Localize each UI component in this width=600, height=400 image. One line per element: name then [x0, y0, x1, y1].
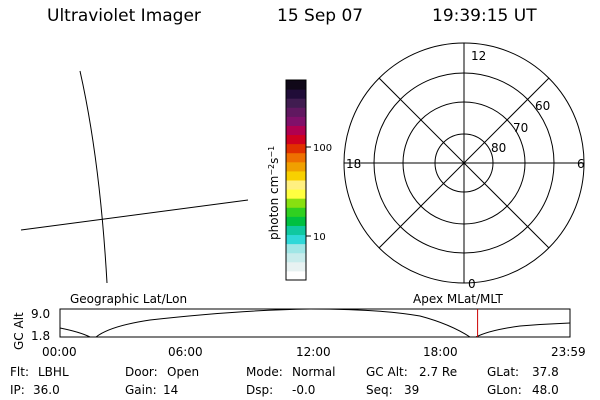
- colorbar-swatch: [286, 170, 306, 181]
- seq-label: Seq:: [366, 383, 393, 397]
- glat-label: GLat:: [487, 365, 520, 379]
- polar-diagonal-2: [378, 77, 550, 249]
- seq-value: 39: [404, 383, 420, 397]
- ip-value: 36.0: [33, 383, 60, 397]
- colorbar-frame: [285, 79, 307, 281]
- mlt-label-12: 12: [471, 49, 486, 63]
- mlt-label-0: 0: [468, 277, 476, 291]
- x-tick-label-1800: 18:00: [423, 345, 458, 359]
- latitude-line: [20, 199, 249, 231]
- date-label: 15 Sep 07: [277, 6, 364, 26]
- colorbar-swatch: [286, 216, 306, 226]
- door-label: Door:: [125, 365, 158, 379]
- colorbar-swatch: [286, 107, 306, 117]
- y-tick-label-1-8: 1.8: [31, 329, 50, 343]
- flt-value: LBHL: [38, 365, 69, 379]
- mode-value: Normal: [292, 365, 336, 379]
- colorbar-swatch: [286, 198, 306, 208]
- geographic-lat-lon-label: Geographic Lat/Lon: [70, 292, 188, 306]
- colorbar-swatch: [286, 207, 306, 217]
- gc-alt-label: GC Alt:: [366, 365, 408, 379]
- gc-alt-value: 2.7 Re: [419, 365, 458, 379]
- colorbar-swatch: [286, 80, 306, 90]
- lat-label-80: 80: [491, 141, 506, 155]
- mlt-label-18: 18: [346, 157, 361, 171]
- y-tick-label-9: 9.0: [31, 307, 50, 321]
- colorbar-swatch: [286, 98, 306, 108]
- colorbar-swatch: [286, 270, 306, 281]
- x-tick-label-0600: 06:00: [168, 345, 203, 359]
- colorbar-swatch: [286, 225, 306, 236]
- glon-label: GLon:: [487, 383, 522, 397]
- colorbar-tick-label-100: 100: [313, 143, 332, 154]
- colorbar-swatch: [286, 252, 306, 263]
- lat-label-70: 70: [513, 121, 528, 135]
- colorbar-swatch: [286, 234, 306, 245]
- colorbar-swatch: [286, 134, 306, 145]
- colorbar-swatch: [286, 143, 306, 154]
- gain-value: 14: [163, 383, 179, 397]
- flt-label: Flt:: [10, 365, 29, 379]
- colorbar-swatch: [286, 125, 306, 136]
- dsp-value: -0.0: [292, 383, 316, 397]
- colorbar-swatch: [286, 116, 306, 126]
- mlt-label-6: 6: [577, 157, 585, 171]
- mode-label: Mode:: [246, 365, 283, 379]
- colorbar-tick-label-10: 10: [313, 232, 326, 243]
- apex-mlat-mlt-label: Apex MLat/MLT: [413, 292, 503, 306]
- altitude-plot-frame: [59, 308, 571, 338]
- glat-value: 37.8: [532, 365, 559, 379]
- gain-label: Gain:: [125, 383, 157, 397]
- instrument-title: Ultraviolet Imager: [47, 6, 201, 26]
- longitude-line: [79, 70, 108, 284]
- door-value: Open: [167, 365, 200, 379]
- colorbar-swatch: [286, 152, 306, 163]
- x-tick-label-0000: 00:00: [42, 345, 77, 359]
- time-label: 19:39:15 UT: [432, 6, 537, 26]
- colorbar-swatch: [286, 189, 306, 199]
- altitude-curve: [59, 308, 571, 338]
- colorbar-swatch: [286, 161, 306, 172]
- dsp-label: Dsp:: [246, 383, 274, 397]
- colorbar-swatch: [286, 89, 306, 99]
- colorbar-swatch: [286, 243, 306, 254]
- colorbar-swatches: [286, 80, 306, 281]
- lat-label-60: 60: [535, 99, 550, 113]
- colorbar-swatch: [286, 261, 306, 272]
- gc-alt-axis-label: GC Alt: [12, 312, 26, 350]
- colorbar-swatch: [286, 180, 306, 190]
- glon-value: 48.0: [532, 383, 559, 397]
- x-tick-label-1200: 12:00: [296, 345, 331, 359]
- x-tick-label-2359: 23:59: [551, 345, 586, 359]
- ip-label: IP:: [10, 383, 25, 397]
